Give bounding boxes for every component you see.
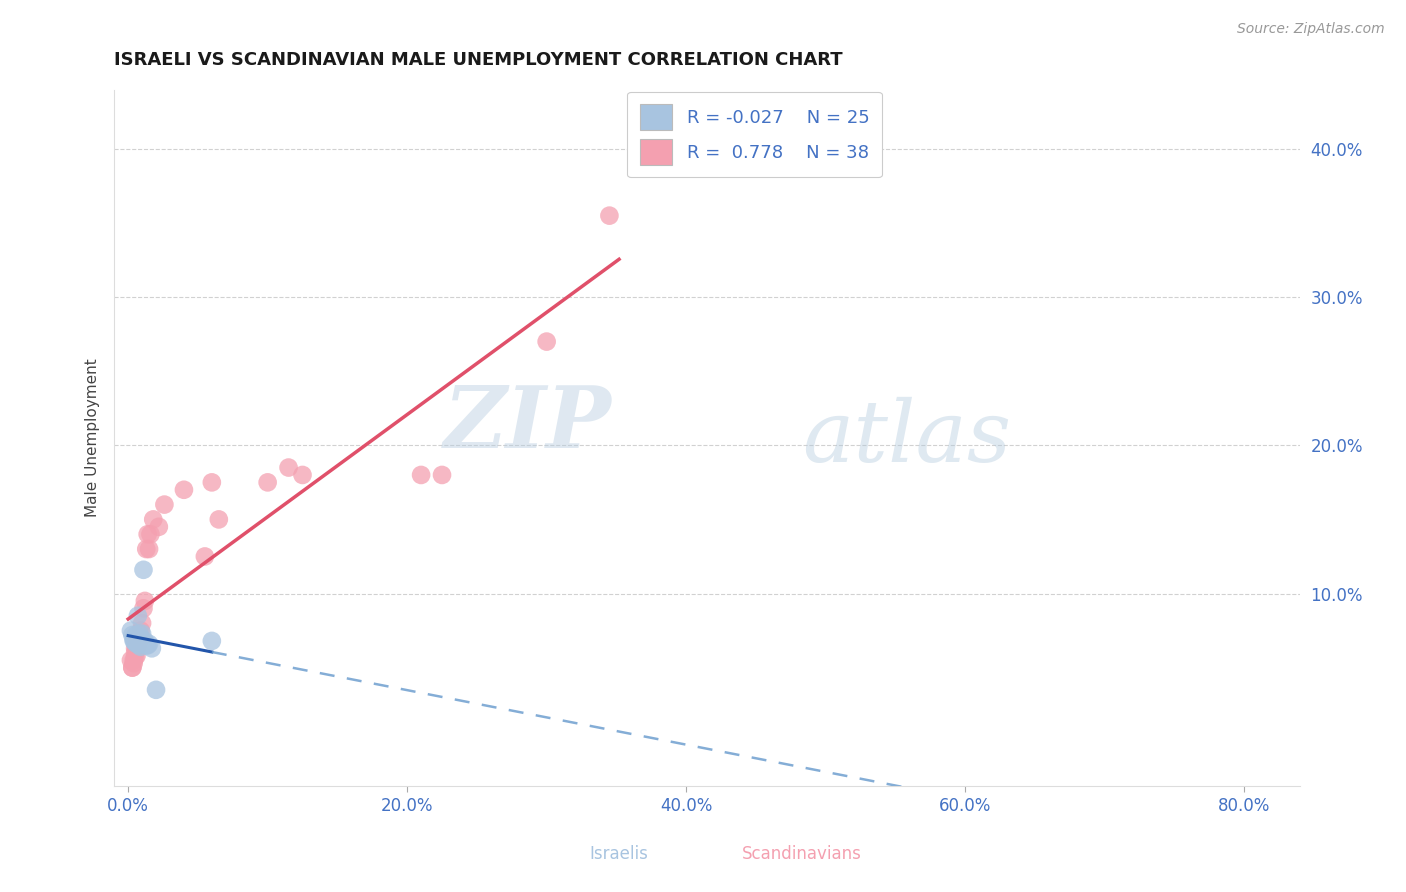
Point [128, 634, 150, 648]
Point [153, 498, 176, 512]
Point [536, 334, 558, 349]
Point [136, 639, 159, 653]
Point [125, 628, 148, 642]
Point [124, 641, 146, 656]
Point [142, 512, 165, 526]
Legend: R = -0.027    N = 25, R =  0.778    N = 38: R = -0.027 N = 25, R = 0.778 N = 38 [627, 92, 882, 178]
Point [129, 624, 152, 638]
Point [291, 467, 314, 482]
Point [139, 527, 162, 541]
Point [127, 634, 149, 648]
Point [129, 631, 152, 645]
Point [208, 512, 231, 526]
Y-axis label: Male Unemployment: Male Unemployment [86, 359, 100, 517]
Point [256, 475, 278, 490]
Point [134, 594, 156, 608]
Point [122, 653, 145, 667]
Point [409, 467, 432, 482]
Point [141, 641, 163, 656]
Point [135, 639, 157, 653]
Point [121, 660, 143, 674]
Point [124, 650, 146, 665]
Point [134, 634, 156, 648]
Point [132, 563, 155, 577]
Point [131, 626, 153, 640]
Point [121, 628, 143, 642]
Point [145, 682, 167, 697]
Point [430, 467, 453, 482]
Point [138, 542, 160, 557]
Point [128, 639, 150, 653]
Point [124, 634, 146, 648]
Point [120, 624, 142, 638]
Point [127, 639, 149, 653]
Point [124, 646, 146, 660]
Point [125, 637, 148, 651]
Point [128, 626, 150, 640]
Point [122, 634, 145, 648]
Text: atlas: atlas [801, 397, 1011, 479]
Point [124, 635, 146, 649]
Point [129, 640, 152, 654]
Point [122, 656, 145, 670]
Point [129, 631, 152, 645]
Point [128, 631, 150, 645]
Point [127, 632, 149, 647]
Point [125, 635, 148, 649]
Point [125, 648, 148, 663]
Text: Source: ZipAtlas.com: Source: ZipAtlas.com [1237, 22, 1385, 37]
Point [135, 542, 157, 557]
Point [173, 483, 195, 497]
Point [201, 475, 224, 490]
Point [120, 653, 142, 667]
Point [136, 527, 159, 541]
Point [194, 549, 217, 564]
Point [201, 634, 224, 648]
Text: ISRAELI VS SCANDINAVIAN MALE UNEMPLOYMENT CORRELATION CHART: ISRAELI VS SCANDINAVIAN MALE UNEMPLOYMEN… [114, 51, 842, 69]
Point [125, 641, 148, 656]
Point [277, 460, 299, 475]
Point [132, 601, 155, 615]
Point [131, 616, 153, 631]
Point [135, 637, 157, 651]
Point [148, 520, 170, 534]
Point [127, 608, 149, 623]
Point [598, 209, 620, 223]
Text: Scandinavians: Scandinavians [741, 846, 862, 863]
Point [138, 637, 160, 651]
Point [121, 660, 143, 674]
Point [122, 632, 145, 647]
Text: ZIP: ZIP [444, 383, 612, 466]
Text: Israelis: Israelis [589, 846, 648, 863]
Point [124, 630, 146, 644]
